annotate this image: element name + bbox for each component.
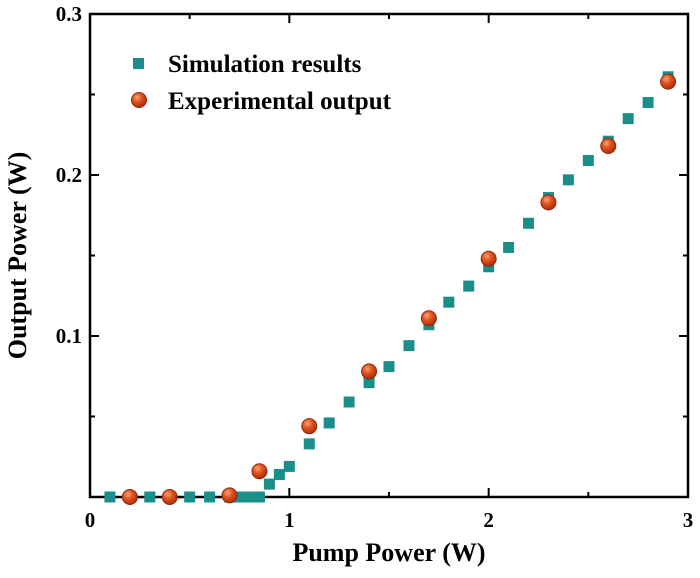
simulation-point	[622, 113, 634, 125]
experimental-point	[361, 363, 378, 380]
simulation-point	[562, 174, 574, 186]
simulation-point	[283, 460, 295, 472]
simulation-point	[343, 396, 355, 408]
experimental-point	[480, 250, 497, 267]
legend-circle	[131, 92, 147, 108]
simulation-point	[503, 241, 515, 253]
legend-label-simulation: Simulation results	[168, 51, 362, 78]
experimental-point	[121, 489, 138, 505]
simulation-point	[582, 155, 594, 167]
tick-marks	[89, 13, 689, 498]
simulation-point	[204, 491, 216, 503]
tick-labels: 0 1 2 3 0.1 0.2 0.3	[56, 2, 694, 532]
simulation-point	[234, 491, 245, 503]
simulation-point	[104, 491, 116, 503]
simulation-point	[642, 97, 654, 109]
x-tick-label: 0	[85, 508, 96, 532]
simulation-point	[247, 491, 259, 503]
experimental-point	[251, 463, 268, 480]
simulation-point	[443, 296, 455, 308]
plot-area-border	[88, 12, 690, 499]
simulation-point	[403, 340, 415, 352]
simulation-point	[463, 280, 475, 292]
experimental-point	[221, 487, 238, 504]
y-axis-title: Output Power (W)	[3, 152, 32, 360]
simulation-point	[144, 491, 156, 503]
y-tick-label: 0.1	[56, 324, 82, 348]
experimental-point	[161, 489, 178, 505]
simulation-point	[523, 217, 535, 229]
simulation-point	[483, 261, 495, 273]
experimental-point	[420, 310, 437, 327]
plot-frame	[88, 12, 690, 499]
x-axis-title: Pump Power (W)	[292, 538, 485, 567]
x-tick-label: 3	[683, 508, 694, 532]
simulation-point	[253, 491, 265, 503]
x-tick-label: 1	[284, 508, 295, 532]
y-tick-label: 0.2	[56, 163, 82, 187]
simulation-point	[303, 438, 315, 450]
simulation-point	[263, 478, 275, 490]
legend-marker-simulation	[133, 58, 144, 69]
experimental-point	[660, 73, 677, 90]
experimental-point	[540, 194, 557, 211]
legend: Simulation results Experimental output	[131, 51, 392, 115]
experimental-point	[600, 138, 617, 155]
legend-marker-experimental	[131, 92, 147, 108]
simulation-point	[383, 361, 395, 373]
simulation-point	[363, 377, 375, 389]
legend-label-experimental: Experimental output	[168, 88, 392, 115]
simulation-point	[323, 417, 335, 429]
y-tick-label: 0.3	[56, 2, 82, 26]
x-tick-label: 2	[483, 508, 494, 532]
experimental-point	[301, 418, 318, 435]
simulation-point	[184, 491, 196, 503]
data-marks	[104, 71, 677, 505]
simulation-point	[273, 468, 285, 480]
